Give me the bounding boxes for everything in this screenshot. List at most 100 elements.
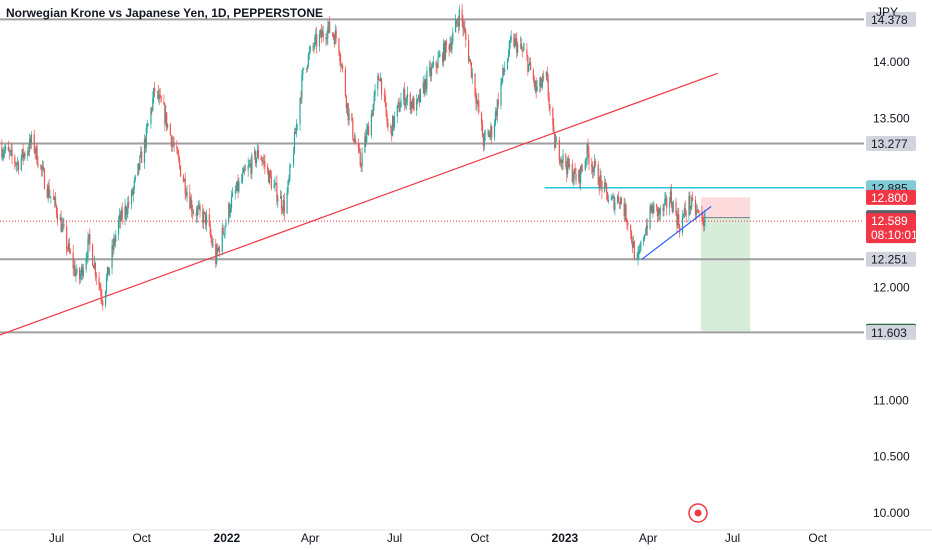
candle-body	[160, 96, 162, 103]
candle-body	[403, 89, 405, 100]
candle-body	[36, 146, 38, 164]
candle-body	[682, 214, 685, 217]
candle-body	[649, 205, 651, 229]
candle-body	[429, 66, 431, 72]
candle-body	[565, 154, 567, 167]
candle-body	[286, 192, 288, 214]
candle-body	[335, 30, 337, 39]
candle-body	[315, 34, 317, 38]
candle-body	[263, 161, 265, 162]
candle-body	[613, 196, 615, 210]
candle-body	[580, 166, 582, 184]
candle-body	[212, 243, 214, 246]
candle-body	[82, 269, 84, 277]
candle-body	[153, 87, 155, 99]
candle-body	[105, 277, 108, 292]
candle-body	[630, 225, 632, 233]
candle-body	[555, 141, 557, 148]
candle-body	[367, 125, 369, 131]
candle-body	[80, 266, 83, 275]
candle-body	[496, 99, 498, 117]
candle-body	[261, 160, 263, 162]
candle-body	[229, 208, 232, 214]
candle-body	[53, 196, 55, 200]
candle-body	[254, 151, 256, 155]
candle-body	[66, 226, 68, 249]
candle-body	[127, 202, 129, 214]
candle-body	[128, 202, 130, 205]
candle-body	[300, 98, 302, 99]
candle-body	[268, 170, 271, 183]
candle-body	[584, 160, 586, 170]
candle-body	[644, 234, 647, 235]
candle-body	[63, 224, 65, 227]
candle-body	[675, 201, 677, 214]
price-tag	[866, 324, 916, 340]
candle-body	[249, 163, 251, 165]
candle-body	[69, 251, 71, 253]
candle-body	[111, 245, 113, 269]
candle-body	[478, 100, 480, 113]
x-tick-label: Jul	[49, 531, 64, 545]
candle-body	[355, 139, 357, 144]
candle-body	[3, 153, 5, 155]
candle-body	[124, 206, 126, 219]
candle-body	[704, 213, 706, 226]
candle-body	[358, 148, 360, 152]
candle-body	[292, 153, 295, 166]
candle-body	[380, 78, 382, 81]
candle-body	[568, 164, 571, 167]
candle-body	[352, 120, 354, 139]
candle-body	[288, 177, 290, 182]
candle-body	[262, 161, 264, 162]
candle-body	[703, 224, 705, 226]
candle-body	[691, 197, 693, 208]
candle-body	[539, 77, 541, 87]
candle-body	[313, 46, 315, 48]
candle-body	[267, 166, 269, 170]
candle-body	[488, 132, 490, 137]
candle-body	[1, 146, 3, 158]
candle-body	[87, 238, 89, 258]
candle-body	[390, 125, 392, 128]
candle-body	[455, 19, 458, 24]
candle-body	[598, 184, 600, 189]
stop-loss-zone	[701, 197, 751, 218]
candle-body	[30, 134, 33, 144]
candle-body	[275, 183, 277, 184]
candle-body	[22, 149, 24, 158]
candle-body	[572, 178, 574, 182]
candle-body	[653, 204, 655, 214]
candle-body	[154, 87, 156, 92]
candle-body	[547, 80, 549, 98]
candle-body	[494, 111, 497, 124]
candle-body	[529, 62, 531, 64]
candle-body	[126, 213, 128, 215]
candle-body	[384, 95, 386, 103]
x-tick-label: Jul	[725, 531, 740, 545]
candle-body	[438, 56, 440, 58]
y-tick-label: 10.500	[873, 450, 910, 464]
candle-body	[301, 75, 303, 99]
candle-body	[552, 108, 554, 125]
candle-body	[28, 151, 30, 152]
candle-body	[189, 192, 191, 209]
candle-body	[8, 150, 10, 153]
x-tick-label: Jul	[387, 531, 402, 545]
candle-body	[379, 80, 381, 81]
candle-body	[234, 191, 236, 193]
candle-body	[424, 79, 426, 94]
x-tick-label: 2022	[214, 531, 241, 545]
candle-body	[237, 180, 239, 192]
candle-body	[561, 159, 563, 163]
y-tick-label: 10.000	[873, 506, 910, 520]
candle-body	[299, 98, 301, 125]
candle-body	[150, 108, 152, 124]
candle-body	[178, 154, 180, 160]
candle-body	[236, 180, 238, 191]
candle-body	[95, 275, 97, 278]
candle-body	[224, 226, 226, 234]
candle-body	[417, 98, 419, 100]
candle-body	[293, 132, 296, 154]
